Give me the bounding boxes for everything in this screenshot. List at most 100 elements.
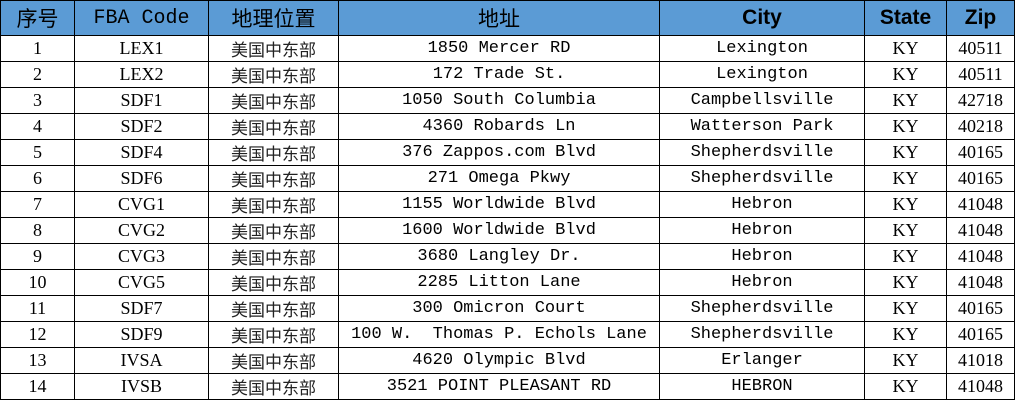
cell-city: Lexington: [659, 35, 865, 62]
header-index: 序号: [0, 0, 75, 36]
cell-zip: 40165: [946, 139, 1015, 166]
cell-fba-code: SDF1: [74, 87, 209, 114]
cell-fba-code: CVG5: [74, 269, 209, 296]
cell-region: 美国中东部: [208, 295, 339, 322]
table-row: 14 IVSB 美国中东部 3521 POINT PLEASANT RD HEBRON K…: [0, 373, 1015, 400]
cell-index: 9: [0, 243, 75, 270]
table-row: 7 CVG1 美国中东部 1155 Worldwide Blvd Hebron KY 410…: [0, 191, 1015, 218]
cell-address: 100 W. Thomas P. Echols Lane: [338, 321, 660, 348]
cell-region: 美国中东部: [208, 217, 339, 244]
cell-state: KY: [864, 373, 947, 400]
cell-fba-code: LEX1: [74, 35, 209, 62]
cell-state: KY: [864, 61, 947, 88]
cell-zip: 41048: [946, 191, 1015, 218]
cell-index: 12: [0, 321, 75, 348]
cell-city: HEBRON: [659, 373, 865, 400]
cell-region: 美国中东部: [208, 165, 339, 192]
cell-zip: 40218: [946, 113, 1015, 140]
cell-index: 2: [0, 61, 75, 88]
cell-address: 271 Omega Pkwy: [338, 165, 660, 192]
cell-city: Hebron: [659, 191, 865, 218]
cell-fba-code: SDF6: [74, 165, 209, 192]
table-row: 11 SDF7 美国中东部 300 Omicron Court Shepherdsvil…: [0, 295, 1015, 322]
cell-city: Hebron: [659, 217, 865, 244]
cell-region: 美国中东部: [208, 347, 339, 374]
header-region: 地理位置: [208, 0, 339, 36]
cell-region: 美国中东部: [208, 35, 339, 62]
cell-index: 11: [0, 295, 75, 322]
cell-zip: 40165: [946, 165, 1015, 192]
table-row: 4 SDF2 美国中东部 4360 Robards Ln Watterson Park K…: [0, 113, 1015, 140]
cell-fba-code: CVG1: [74, 191, 209, 218]
cell-index: 14: [0, 373, 75, 400]
cell-address: 3521 POINT PLEASANT RD: [338, 373, 660, 400]
cell-fba-code: LEX2: [74, 61, 209, 88]
cell-city: Shepherdsville: [659, 295, 865, 322]
header-city: City: [659, 0, 865, 36]
cell-address: 1050 South Columbia: [338, 87, 660, 114]
cell-zip: 42718: [946, 87, 1015, 114]
cell-zip: 41048: [946, 243, 1015, 270]
table-row: 3 SDF1 美国中东部 1050 South Columbia Campbellsvi…: [0, 87, 1015, 114]
cell-fba-code: CVG2: [74, 217, 209, 244]
cell-city: Shepherdsville: [659, 139, 865, 166]
cell-city: Campbellsville: [659, 87, 865, 114]
cell-fba-code: SDF7: [74, 295, 209, 322]
cell-state: KY: [864, 87, 947, 114]
cell-region: 美国中东部: [208, 269, 339, 296]
cell-state: KY: [864, 35, 947, 62]
header-zip: Zip: [946, 0, 1015, 36]
header-fba-code: FBA Code: [74, 0, 209, 36]
cell-state: KY: [864, 191, 947, 218]
cell-zip: 41048: [946, 217, 1015, 244]
cell-region: 美国中东部: [208, 87, 339, 114]
cell-state: KY: [864, 113, 947, 140]
table-row: 2 LEX2 美国中东部 172 Trade St. Lexington KY 40511: [0, 61, 1015, 88]
table-row: 5 SDF4 美国中东部 376 Zappos.com Blvd Shepherdsvi…: [0, 139, 1015, 166]
cell-region: 美国中东部: [208, 373, 339, 400]
table-row: 1 LEX1 美国中东部 1850 Mercer RD Lexington KY 40511: [0, 35, 1015, 62]
cell-zip: 40511: [946, 61, 1015, 88]
cell-fba-code: SDF9: [74, 321, 209, 348]
cell-city: Hebron: [659, 269, 865, 296]
cell-zip: 40511: [946, 35, 1015, 62]
cell-zip: 41018: [946, 347, 1015, 374]
cell-region: 美国中东部: [208, 191, 339, 218]
cell-city: Hebron: [659, 243, 865, 270]
cell-index: 6: [0, 165, 75, 192]
cell-state: KY: [864, 321, 947, 348]
cell-address: 4620 Olympic Blvd: [338, 347, 660, 374]
cell-city: Shepherdsville: [659, 321, 865, 348]
cell-index: 10: [0, 269, 75, 296]
cell-index: 1: [0, 35, 75, 62]
cell-fba-code: IVSA: [74, 347, 209, 374]
cell-fba-code: SDF4: [74, 139, 209, 166]
cell-region: 美国中东部: [208, 243, 339, 270]
cell-city: Watterson Park: [659, 113, 865, 140]
table-row: 12 SDF9 美国中东部 100 W. Thomas P. Echols Lane S…: [0, 321, 1015, 348]
cell-address: 376 Zappos.com Blvd: [338, 139, 660, 166]
cell-fba-code: SDF2: [74, 113, 209, 140]
cell-region: 美国中东部: [208, 321, 339, 348]
cell-address: 2285 Litton Lane: [338, 269, 660, 296]
table-row: 10 CVG5 美国中东部 2285 Litton Lane Hebron KY 41048: [0, 269, 1015, 296]
table-row: 8 CVG2 美国中东部 1600 Worldwide Blvd Hebron KY 410…: [0, 217, 1015, 244]
table-row: 13 IVSA 美国中东部 4620 Olympic Blvd Erlanger KY 41…: [0, 347, 1015, 374]
header-row: 序号 FBA Code 地理位置 地址 City State Zip: [0, 0, 1015, 36]
cell-address: 1155 Worldwide Blvd: [338, 191, 660, 218]
cell-state: KY: [864, 243, 947, 270]
cell-address: 1850 Mercer RD: [338, 35, 660, 62]
cell-index: 4: [0, 113, 75, 140]
cell-state: KY: [864, 269, 947, 296]
cell-region: 美国中东部: [208, 113, 339, 140]
cell-state: KY: [864, 295, 947, 322]
cell-fba-code: CVG3: [74, 243, 209, 270]
cell-address: 300 Omicron Court: [338, 295, 660, 322]
cell-region: 美国中东部: [208, 61, 339, 88]
cell-address: 3680 Langley Dr.: [338, 243, 660, 270]
cell-index: 3: [0, 87, 75, 114]
cell-region: 美国中东部: [208, 139, 339, 166]
cell-index: 5: [0, 139, 75, 166]
cell-zip: 40165: [946, 321, 1015, 348]
